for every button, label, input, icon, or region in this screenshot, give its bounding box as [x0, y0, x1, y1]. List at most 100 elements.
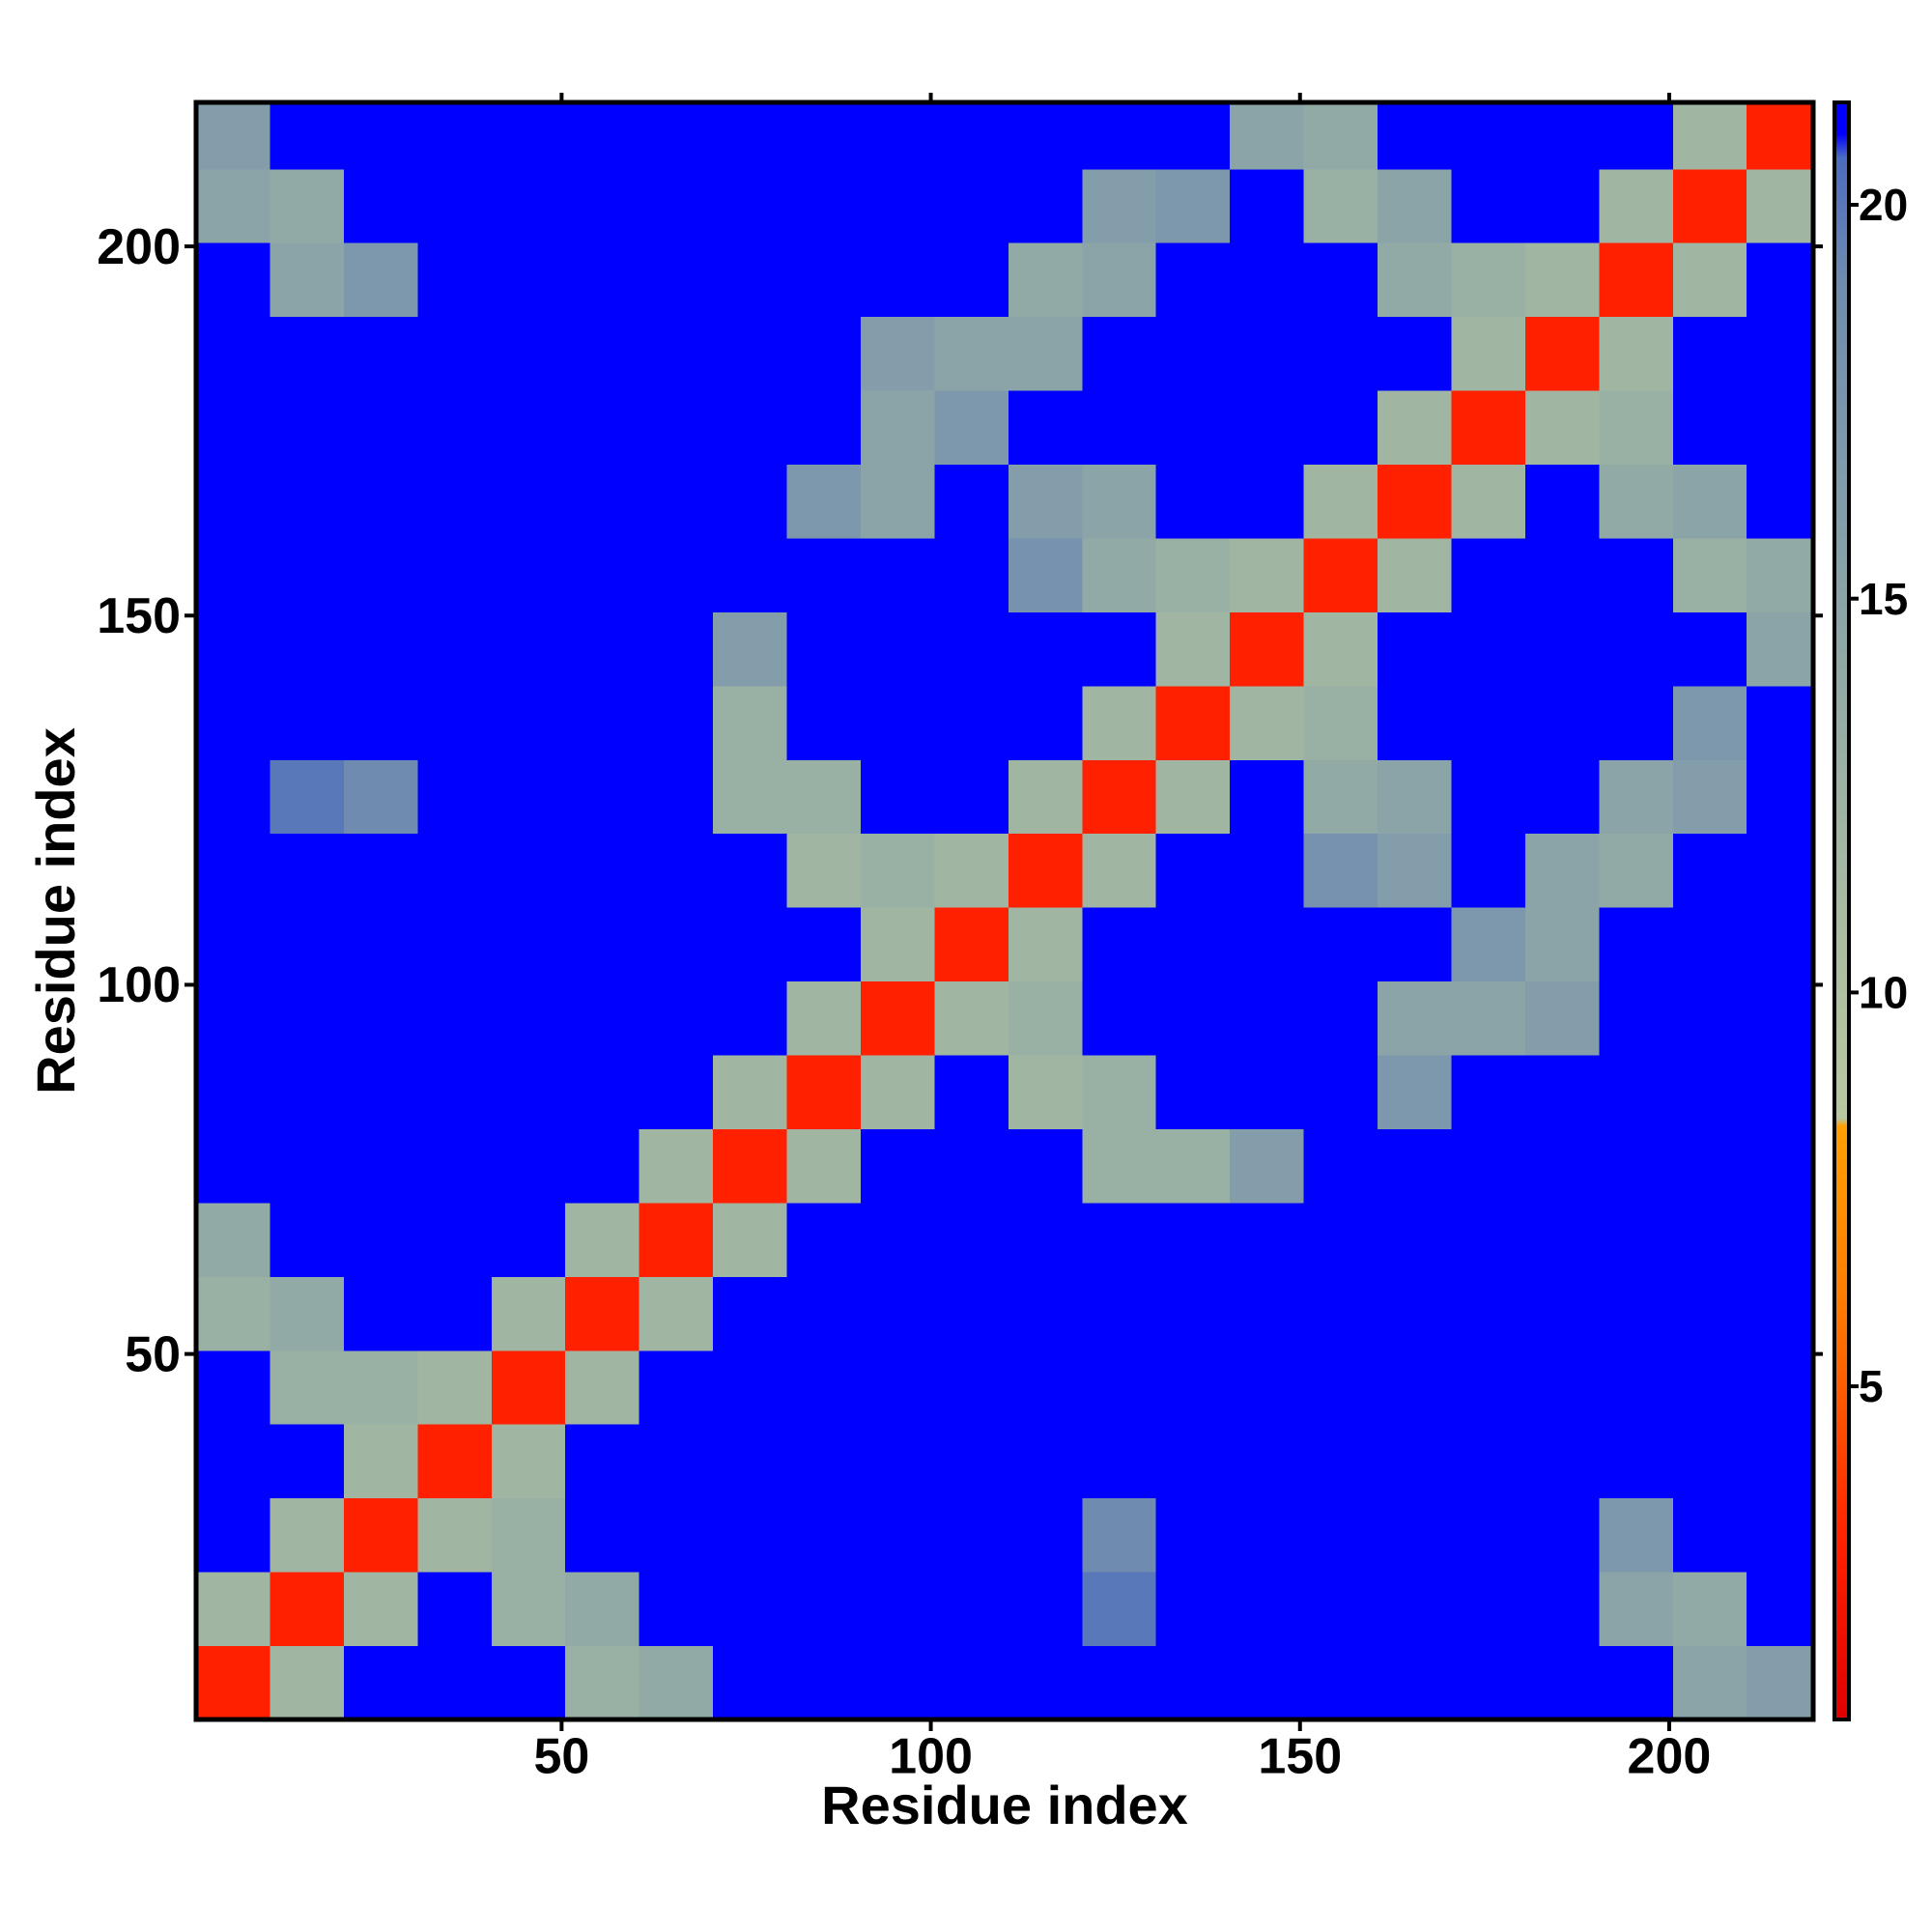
heatmap-cell: [1303, 1276, 1378, 1351]
heatmap-cell: [1451, 980, 1526, 1056]
heatmap-cell: [270, 1424, 345, 1499]
heatmap-cell: [786, 537, 862, 612]
heatmap-cell: [565, 1424, 640, 1499]
heatmap-cell: [1230, 1497, 1305, 1573]
heatmap-cell: [1082, 685, 1157, 760]
heatmap-cell: [1747, 316, 1814, 391]
heatmap-cell: [565, 1350, 640, 1425]
heatmap-cell: [1451, 759, 1526, 835]
heatmap-cell: [639, 390, 714, 466]
heatmap-cell: [860, 242, 935, 318]
heatmap-cell: [1524, 316, 1600, 391]
heatmap-cell: [934, 833, 1009, 908]
heatmap-cell: [1747, 1572, 1814, 1647]
heatmap-cell: [1672, 102, 1747, 170]
heatmap-cell: [786, 1055, 862, 1129]
heatmap-cell: [1378, 1055, 1452, 1129]
heatmap-cell: [417, 1276, 493, 1351]
heatmap-cell: [565, 833, 640, 908]
heatmap-cell: [343, 685, 418, 760]
heatmap-cell: [491, 833, 566, 908]
heatmap-cell: [343, 1645, 418, 1720]
heatmap-cell: [1303, 1424, 1378, 1499]
heatmap-cell: [491, 316, 566, 391]
heatmap-cell: [639, 833, 714, 908]
heatmap-cell: [1155, 168, 1231, 243]
heatmap-cell: [196, 102, 270, 170]
heatmap-cell: [1303, 1350, 1378, 1425]
heatmap-cell: [1451, 907, 1526, 982]
heatmap-cell: [1599, 611, 1674, 687]
heatmap-cell: [1672, 1202, 1747, 1277]
heatmap-cell: [417, 1645, 493, 1720]
heatmap-cell: [1378, 833, 1452, 908]
heatmap-cell: [1599, 1055, 1674, 1129]
heatmap-cell: [417, 1424, 493, 1499]
heatmap-cell: [1082, 1424, 1157, 1499]
heatmap-cell: [713, 1350, 788, 1425]
heatmap-cell: [417, 537, 493, 612]
heatmap-cell: [713, 464, 788, 539]
heatmap-cell: [1082, 1202, 1157, 1277]
y-tick-label: 150: [97, 588, 181, 644]
heatmap-cell: [860, 1055, 935, 1129]
heatmap-cell: [1599, 537, 1674, 612]
heatmap-cell: [1303, 316, 1378, 391]
heatmap-cell: [786, 980, 862, 1056]
heatmap-cell: [1524, 1497, 1600, 1573]
heatmap-cell: [1155, 537, 1231, 612]
heatmap-cell: [1524, 980, 1600, 1056]
heatmap-cell: [1599, 168, 1674, 243]
heatmap-cell: [639, 685, 714, 760]
heatmap-cell: [270, 102, 345, 170]
y-tick-label: 50: [125, 1326, 181, 1382]
heatmap-cell: [1303, 1128, 1378, 1204]
heatmap-cell: [196, 907, 270, 982]
heatmap-cell: [417, 1202, 493, 1277]
heatmap-cell: [491, 907, 566, 982]
heatmap-cell: [639, 1276, 714, 1351]
heatmap-cell: [565, 1497, 640, 1573]
heatmap-cell: [1524, 1055, 1600, 1129]
heatmap-cell: [1747, 1424, 1814, 1499]
heatmap-cell: [417, 833, 493, 908]
heatmap-cell: [1747, 1055, 1814, 1129]
heatmap-cell: [1303, 464, 1378, 539]
x-tick-label: 50: [533, 1729, 589, 1785]
heatmap-cell: [491, 1497, 566, 1573]
heatmap-cell: [1082, 1276, 1157, 1351]
heatmap-cell: [1082, 1350, 1157, 1425]
heatmap-cell: [491, 685, 566, 760]
heatmap-cell: [1672, 537, 1747, 612]
heatmap-cell: [270, 1202, 345, 1277]
heatmap-cell: [1524, 102, 1600, 170]
heatmap-cell: [1008, 316, 1083, 391]
heatmap-cell: [1451, 611, 1526, 687]
heatmap-cell: [196, 759, 270, 835]
heatmap-cell: [196, 242, 270, 318]
heatmap-cell: [1155, 1055, 1231, 1129]
y-axis-title: Residue index: [25, 727, 86, 1094]
heatmap-cell: [1155, 1645, 1231, 1720]
heatmap-cell: [343, 390, 418, 466]
heatmap-cell: [196, 464, 270, 539]
heatmap-cell: [565, 537, 640, 612]
heatmap-cell: [786, 1276, 862, 1351]
heatmap-cell: [1672, 685, 1747, 760]
heatmap-cell: [270, 1645, 345, 1720]
heatmap-cell: [1155, 611, 1231, 687]
heatmap-cell: [1155, 102, 1231, 170]
heatmap-cell: [786, 390, 862, 466]
heatmap-cell: [639, 1645, 714, 1720]
heatmap-cell: [1599, 1128, 1674, 1204]
heatmap-cell: [1672, 1128, 1747, 1204]
heatmap-cell: [1451, 1572, 1526, 1647]
heatmap-cell: [639, 464, 714, 539]
heatmap-cell: [1378, 1645, 1452, 1720]
heatmap-cell: [1378, 316, 1452, 391]
heatmap-cell: [1451, 685, 1526, 760]
heatmap-cell: [491, 390, 566, 466]
heatmap-cell: [270, 1276, 345, 1351]
heatmap-cell: [860, 1497, 935, 1573]
heatmap-cell: [196, 1350, 270, 1425]
